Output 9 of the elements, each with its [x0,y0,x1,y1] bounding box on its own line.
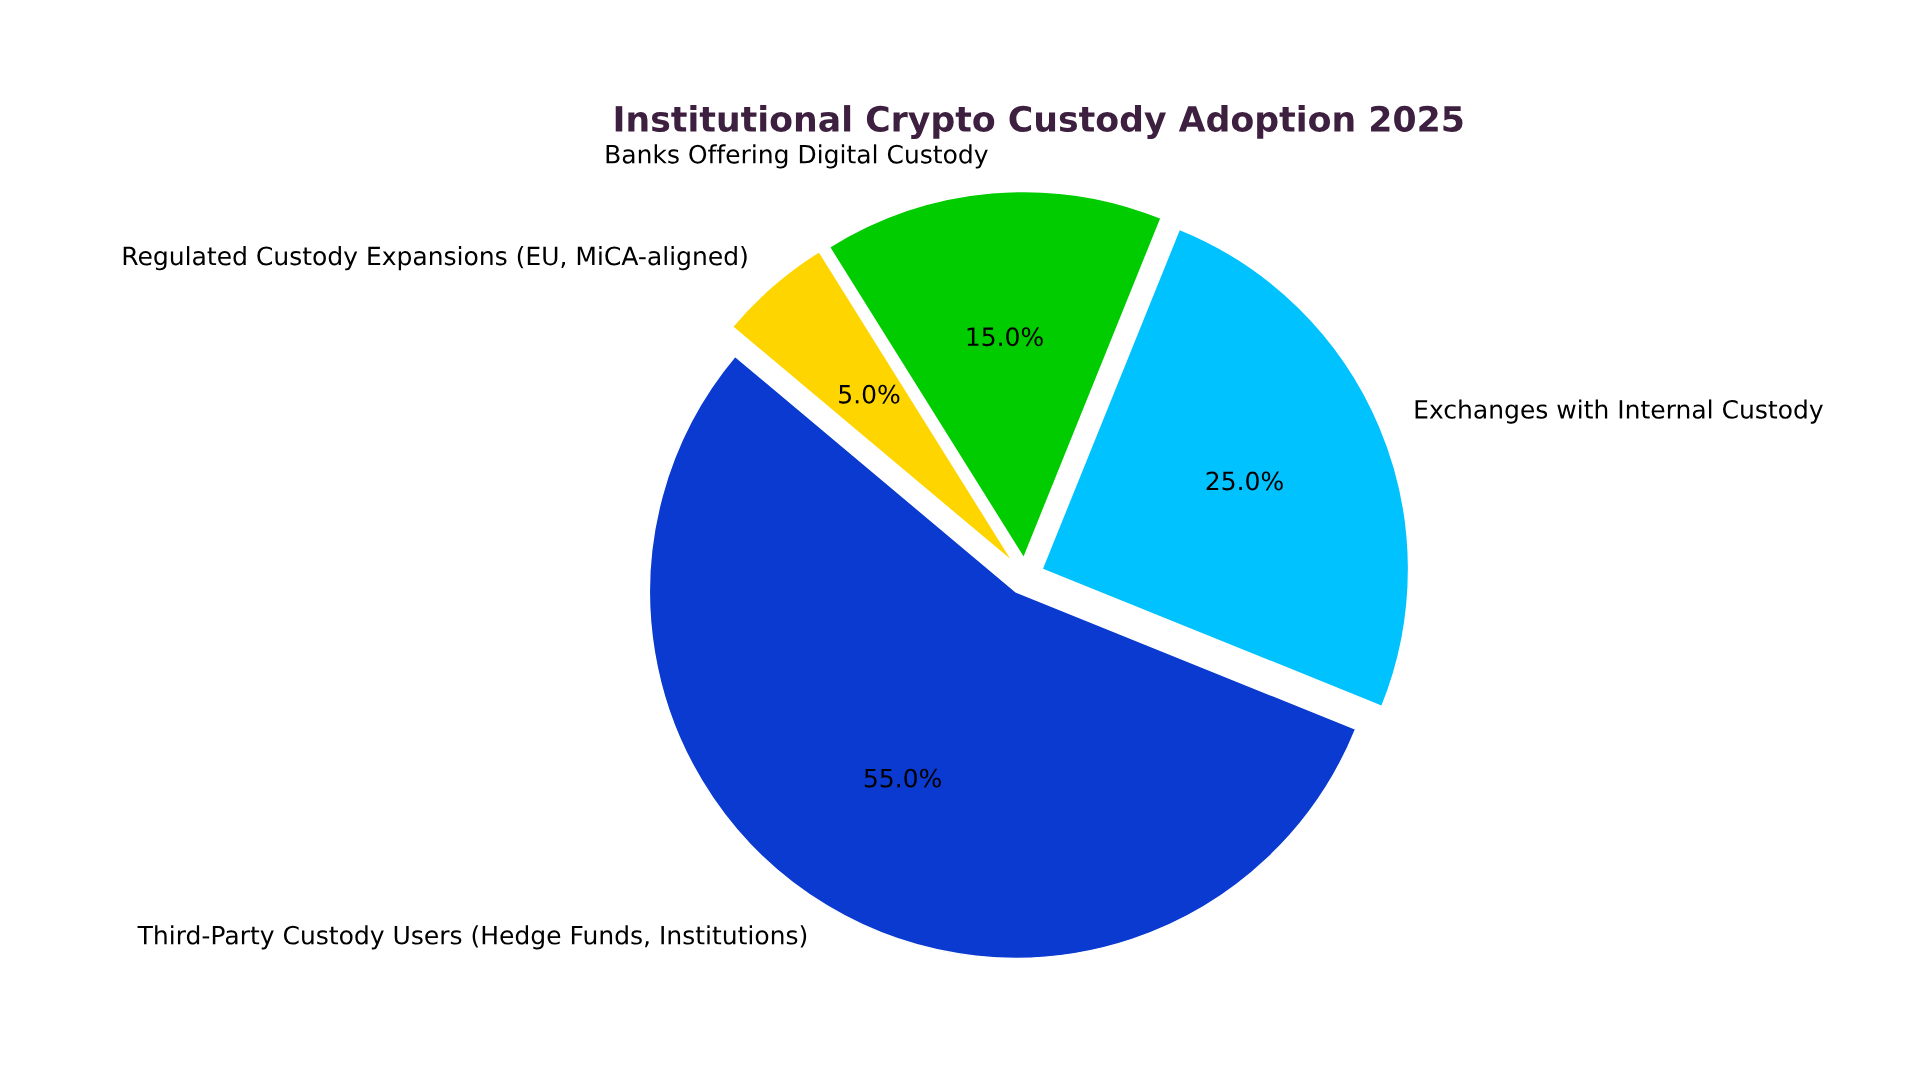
data-label: 5.0% [839,384,900,404]
data-label: 15.0% [967,327,1043,347]
slice-label: Banks Offering Digital Custody [606,144,988,169]
slice-label: Exchanges with Internal Custody [1415,399,1823,424]
slice-label: Third-Party Custody Users (Hedge Funds, Institutions) [137,925,807,950]
slice-label: Regulated Custody Expansions (EU, MiCA-aligned) [123,246,747,271]
data-label: 55.0% [864,768,941,788]
data-label: 25.0% [1206,471,1283,491]
chart-title: Institutional Crypto Custody Adoption 2025 [615,105,1463,139]
